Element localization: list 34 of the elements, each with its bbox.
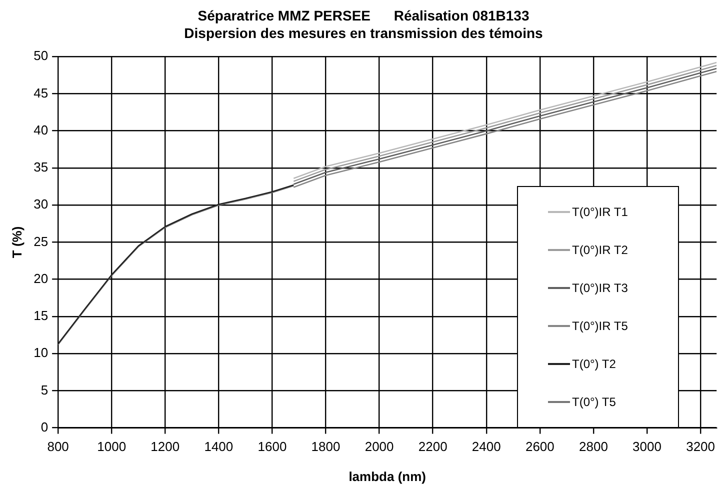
- y-tick-label: 10: [34, 345, 48, 360]
- y-tick-label: 50: [34, 48, 48, 64]
- y-axis-title: T (%): [9, 226, 24, 258]
- legend-label: T(0°)IR T3: [572, 281, 628, 295]
- y-tick-label: 5: [40, 382, 48, 398]
- legend-label: T(0°) T2: [572, 357, 616, 371]
- legend-label: T(0°)IR T2: [572, 243, 628, 257]
- legend-label: T(0°)IR T1: [572, 205, 628, 219]
- y-tick-label: 25: [34, 234, 48, 249]
- y-tick-label: 0: [40, 419, 48, 434]
- chart-subtitle: Dispersion des mesures en transmission des témoins: [184, 25, 544, 42]
- chart-title: Séparatrice MMZ PERSEE Réalisation 081B133: [198, 7, 530, 24]
- x-tick-label: 1200: [150, 439, 180, 454]
- legend-label: T(0°)IR T5: [572, 319, 628, 333]
- y-tick-label: 20: [34, 270, 48, 286]
- x-tick-label: 2200: [418, 439, 448, 454]
- x-tick-label: 2000: [364, 439, 394, 454]
- x-tick-label: 1000: [97, 439, 126, 454]
- x-tick-label: 3000: [632, 439, 662, 454]
- y-tick-label: 45: [34, 85, 48, 100]
- y-tick-label: 15: [34, 308, 48, 324]
- y-tick-label: 30: [34, 196, 48, 212]
- x-tick-label: 2400: [472, 439, 501, 454]
- y-tick-label: 35: [34, 160, 48, 175]
- x-tick-label: 2800: [579, 439, 608, 454]
- x-tick-label: 1600: [258, 439, 287, 454]
- x-tick-label: 1800: [311, 439, 340, 454]
- y-tick-label: 40: [34, 122, 48, 138]
- x-axis-title: lambda (nm): [348, 468, 426, 484]
- x-tick-label: 800: [47, 439, 69, 454]
- x-tick-label: 2600: [525, 439, 554, 454]
- legend-label: T(0°) T5: [572, 395, 616, 409]
- x-tick-label: 3200: [686, 439, 715, 454]
- x-tick-label: 1400: [204, 439, 234, 454]
